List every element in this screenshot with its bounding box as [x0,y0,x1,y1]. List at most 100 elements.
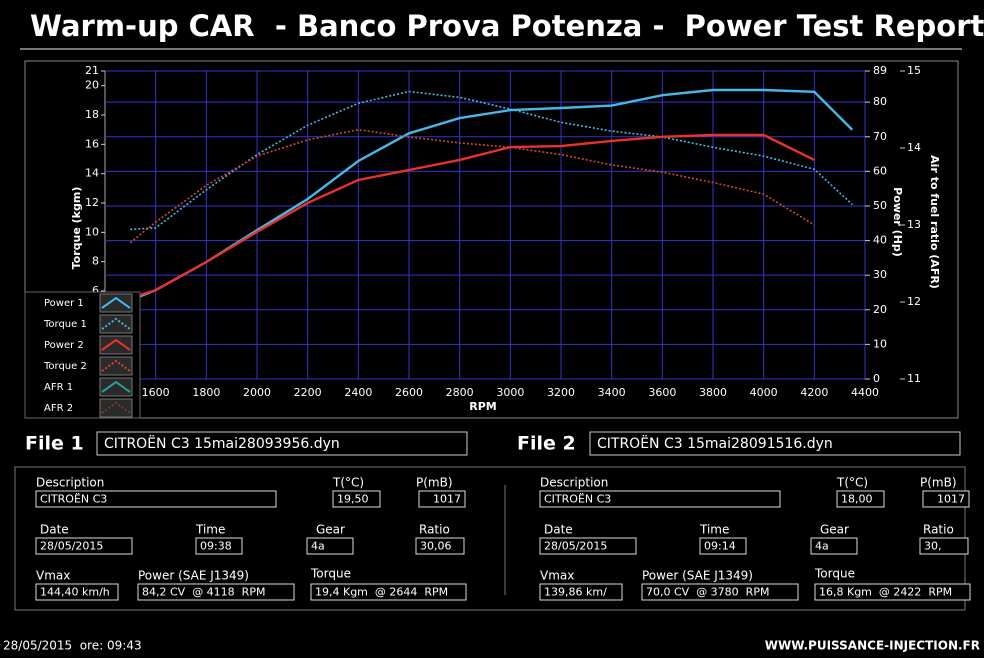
series-line [129,133,815,300]
y2-tick-label: 80 [873,95,887,108]
legend-label: AFR 1 [44,382,73,393]
y2-tick-label: 60 [873,164,887,177]
field-value: 84,2 CV @ 4118 RPM [142,586,265,599]
field-box [332,490,381,508]
field-box [35,490,277,508]
series-line [130,90,853,231]
file-label: File 1 [25,433,84,455]
field-value: 1017 [433,493,461,506]
field-value: 28/05/2015 [544,540,607,553]
x-tick-label: 3800 [699,386,727,399]
legend-swatch [99,314,133,334]
y2-tick-label: 0 [873,372,880,385]
field-label: Power (SAE J1349) [138,569,249,583]
field-value: 144,40 km/h [40,586,110,599]
x-tick-label: 3200 [547,386,575,399]
field-value: 19,4 Kgm @ 2644 RPM [315,586,448,599]
y-tick-label: 14 [85,167,99,180]
y3-tick-label: 15 [907,64,921,77]
field-value: 18,00 [841,493,873,506]
field-label: Gear [316,523,345,537]
field-value: 4a [311,540,325,553]
field-box [137,583,295,601]
field-label: Power (SAE J1349) [642,569,753,583]
field-value: CITROËN C3 [544,493,611,506]
field-box [415,537,465,555]
y2-tick-label: 70 [873,130,887,143]
footer-left: 28/05/2015 ore: 09:43 [3,639,142,653]
x-tick-label: 4400 [851,386,879,399]
field-value: 1017 [937,493,965,506]
field-label: Description [36,476,104,490]
y3-axis-label: Air to fuel ratio (AFR) [928,155,941,289]
field-label: Torque [814,567,855,581]
x-axis-label: RPM [469,400,496,413]
field-label: P(mB) [416,476,453,490]
field-value: 16,8 Kgm @ 2422 RPM [819,586,952,599]
y2-tick-label: 10 [873,337,887,350]
y-tick-label: 21 [85,64,99,77]
x-tick-label: 2600 [395,386,423,399]
legend-symbol [101,317,131,330]
y2-tick-label: 20 [873,303,887,316]
x-tick-label: 2200 [294,386,322,399]
field-value: 28/05/2015 [40,540,103,553]
series-line [129,128,815,244]
field-value: 19,50 [337,493,369,506]
field-value: 70,0 CV @ 3780 RPM [646,586,769,599]
legend-swatch [99,398,133,418]
field-box [699,537,747,555]
legend-symbol [101,296,131,309]
field-value: 09:38 [200,540,232,553]
legend-symbol [101,380,131,393]
file-label: File 2 [517,433,576,455]
y-tick-label: 18 [85,108,99,121]
field-box [836,490,885,508]
x-tick-label: 3600 [648,386,676,399]
field-label: Time [699,523,729,537]
field-box [810,537,858,555]
y-tick-label: 16 [85,137,99,150]
field-value: 30, [924,540,942,553]
field-label: Torque [310,567,351,581]
x-tick-label: 1800 [192,386,220,399]
x-tick-label: 4000 [750,386,778,399]
field-box [310,583,467,601]
title: Warm-up CAR - Banco Prova Potenza - Powe… [30,9,984,43]
field-box [35,537,133,555]
field-value: 139,86 km/ [544,586,607,599]
legend [24,291,141,419]
field-label: Date [544,523,573,537]
legend-swatch [99,377,133,397]
y-tick-label: 6 [92,284,99,297]
legend-symbol [101,359,131,372]
field-box [35,583,119,601]
x-tick-label: 3000 [496,386,524,399]
field-box [306,537,354,555]
field-label: T(°C) [836,476,868,490]
x-tick-label: 2000 [243,386,271,399]
y-tick-label: 20 [85,79,99,92]
field-label: Ratio [419,523,450,537]
field-box [539,537,637,555]
x-tick-label: 3400 [598,386,626,399]
y3-tick-label: 12 [907,295,921,308]
field-box [539,490,781,508]
legend-label: Power 2 [44,340,84,351]
y-tick-label: 12 [85,196,99,209]
y3-tick-label: 13 [907,218,921,231]
legend-label: AFR 2 [44,403,73,414]
y-tick-label: 8 [92,255,99,268]
x-tick-label: 1600 [142,386,170,399]
footer-right: WWW.PUISSANCE-INJECTION.FR [765,639,980,653]
legend-symbol [101,401,131,414]
file-name: CITROËN C3 15mai28093956.dyn [104,434,340,452]
x-tick-label: 2400 [344,386,372,399]
field-label: Vmax [36,569,70,583]
legend-symbol [101,338,131,351]
file-name: CITROËN C3 15mai28091516.dyn [597,434,833,452]
y-tick-label: 10 [85,225,99,238]
field-value: 30,06 [420,540,452,553]
legend-label: Torque 2 [43,361,87,372]
